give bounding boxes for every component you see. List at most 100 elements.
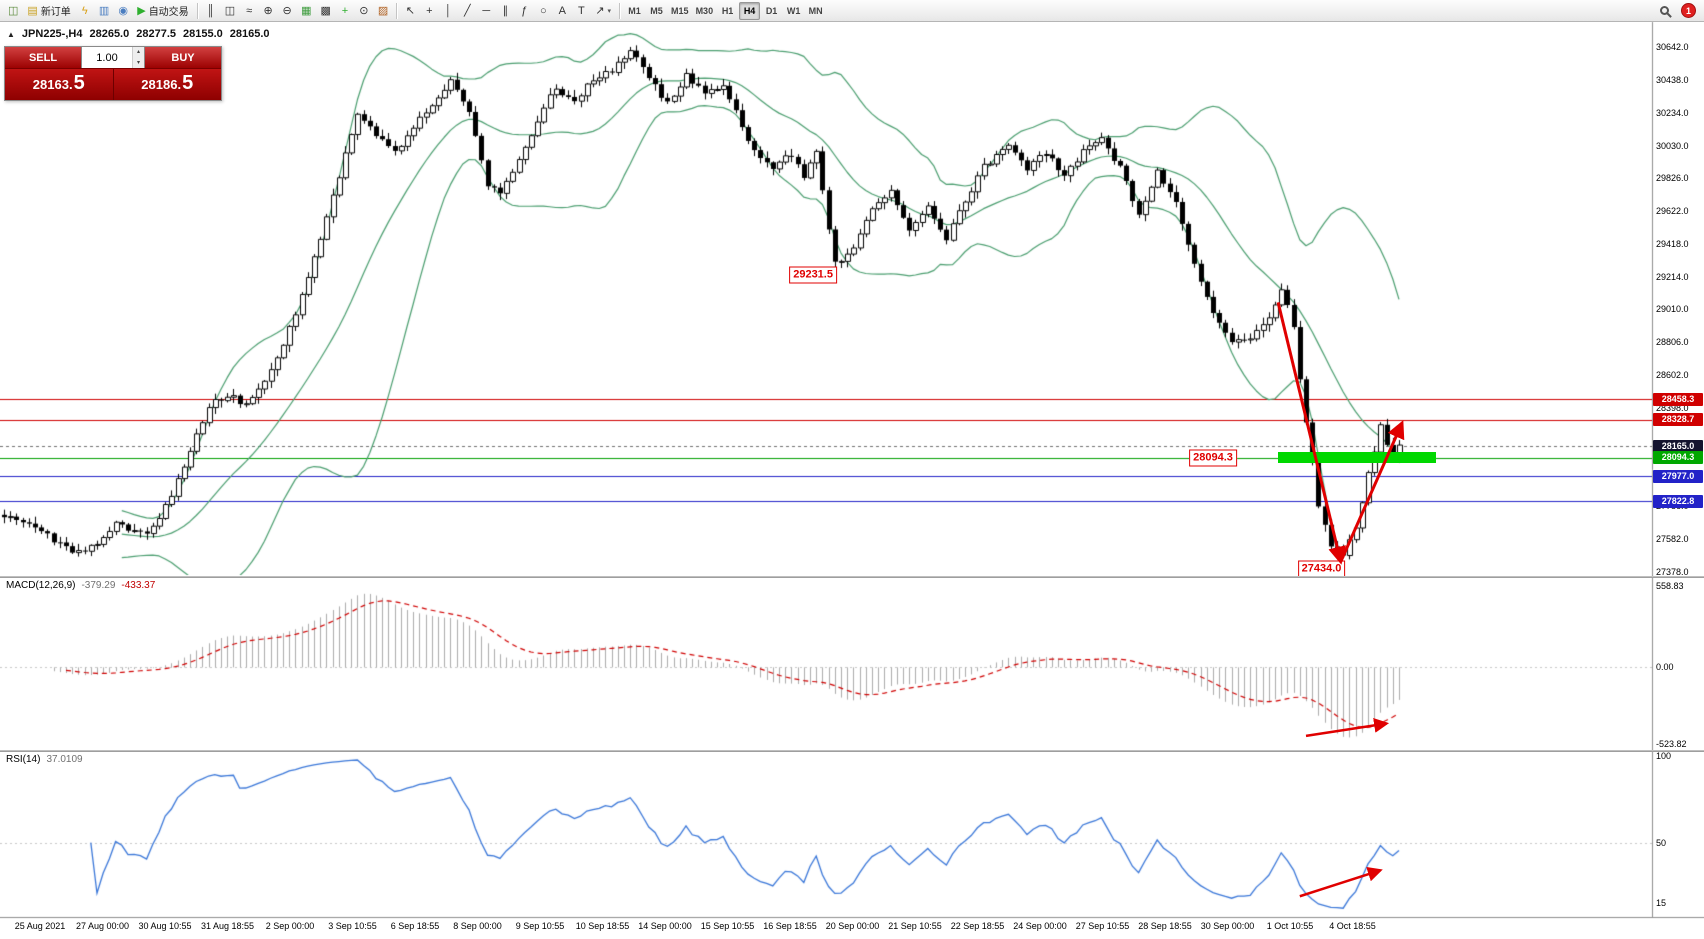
shapes-button[interactable]: ○ [534,2,552,20]
toolbar-buttons: ◫ ▤ 新订单 ϟ ▥ ◉ ▶ 自动交易 ║ ◫ ≈ ⊕ ⊖ ▦ ▩ + ⊙ ▨ ↖ + │ ╱ ─ ∥ ƒ ○ A T ↗ ▾ M1 M5 M… [4,1,826,20]
equidistant-channel-button[interactable]: ∥ [496,2,514,20]
arrows-tool-button[interactable]: ↗ ▾ [591,2,615,20]
volume-input[interactable] [82,47,132,68]
trade-panel-top-row: SELL ▴ ▾ BUY [5,47,221,69]
chart-bars-button[interactable]: ║ [202,2,220,20]
timeframe-mn-button[interactable]: MN [808,5,823,16]
new-order-label: 新订单 [40,7,71,18]
new-chart-icon: ◫ [8,4,19,17]
crosshair-icon: + [426,4,433,17]
new-chart-button[interactable]: ◫ [4,2,22,20]
sell-price[interactable]: 28163. 5 [5,69,113,100]
label-button[interactable]: T [572,2,590,20]
trendline-icon: ╱ [464,4,471,17]
new-order-icon: ▤ [27,4,38,17]
main-toolbar: ◫ ▤ 新订单 ϟ ▥ ◉ ▶ 自动交易 ║ ◫ ≈ ⊕ ⊖ ▦ ▩ + ⊙ ▨ ↖ + │ ╱ ─ ∥ ƒ ○ A T ↗ ▾ M1 M5 M… [0,0,1704,22]
panel-splitter-rsi[interactable] [0,750,1704,752]
one-click-trading-panel: SELL ▴ ▾ BUY 28163.5 28186.5 [4,46,222,101]
trendline-button[interactable]: ╱ [458,2,476,20]
templates-icon: ▨ [377,4,389,17]
toolbar-right: 1 [1655,2,1700,20]
support-zone-highlight[interactable] [1278,451,1437,464]
chart-tab-icon: ▲ [7,29,15,39]
indicators-button[interactable]: + [336,2,354,20]
zoom-in-icon: ⊕ [263,4,273,17]
timeframe-m15-button[interactable]: M15 [671,5,689,16]
sell-button[interactable]: SELL [5,47,81,68]
volume-down-icon[interactable]: ▾ [133,57,144,68]
label-icon: T [577,4,585,17]
templates-button[interactable]: ▨ [374,2,392,20]
toolbar-separator [396,2,398,19]
chart-candles-button[interactable]: ◫ [221,2,239,20]
data-window-icon: ▥ [98,4,110,17]
volume-up-icon[interactable]: ▴ [133,47,144,58]
autotrade-button[interactable]: ▶ 自动交易 [133,2,192,20]
volume-field: ▴ ▾ [81,47,145,68]
horizontal-line-icon: ─ [482,4,491,17]
bar-high: 28277.5 [136,28,176,40]
arrows-tool-icon: ↗ [595,4,605,17]
horizontal-line-button[interactable]: ─ [477,2,495,20]
timeframe-m30-button[interactable]: M30 [695,5,714,16]
panel-splitter-macd[interactable] [0,576,1704,578]
arrows-tool-dropdown-icon[interactable]: ▾ [607,7,612,15]
timeframe-m1-button[interactable]: M1 [628,5,641,16]
chart-candles-icon: ◫ [224,4,236,17]
zoom-out-icon: ⊖ [282,4,292,17]
data-window-button[interactable]: ▥ [95,2,113,20]
cursor-button[interactable]: ↖ [401,2,419,20]
fibonacci-icon: ƒ [521,4,528,17]
market-watch-icon: ϟ [81,4,88,17]
symbol-title: JPN225-,H4 [21,28,83,40]
magnifier-glyph [1659,6,1669,15]
timeframe-d1-button[interactable]: D1 [765,5,778,16]
navigator-icon: ◉ [118,4,129,17]
crosshair-button[interactable]: + [420,2,438,20]
trade-panel-price-row: 28163. 5 28186. 5 [5,69,221,100]
tile-windows-icon: ▦ [301,4,312,17]
zoom-in-button[interactable]: ⊕ [259,2,277,20]
vertical-line-button[interactable]: │ [439,2,457,20]
shapes-icon: ○ [539,4,547,17]
auto-arrange-icon: ▩ [320,4,331,17]
bar-open: 28265.0 [89,28,130,40]
periods-icon: ⊙ [359,4,369,17]
vertical-line-icon: │ [444,4,452,17]
chart-line-button[interactable]: ≈ [240,2,258,20]
cursor-icon: ↖ [405,4,415,17]
equidistant-channel-icon: ∥ [502,4,509,17]
periods-button[interactable]: ⊙ [355,2,373,20]
timeframe-m5-button[interactable]: M5 [650,5,663,16]
fibonacci-button[interactable]: ƒ [515,2,533,20]
autotrade-label: 自动交易 [148,7,189,18]
notification-badge[interactable]: 1 [1681,3,1696,18]
chart-line-icon: ≈ [246,4,253,17]
buy-button[interactable]: BUY [145,47,221,68]
auto-arrange-button[interactable]: ▩ [317,2,335,20]
navigator-button[interactable]: ◉ [114,2,132,20]
buy-price-big-digit: 5 [182,72,194,94]
timeframe-h4-button[interactable]: H4 [739,1,761,20]
text-icon: A [558,4,566,17]
bar-low: 28155.0 [183,28,223,40]
toolbar-separator [196,2,198,19]
buy-price[interactable]: 28186. 5 [113,69,221,100]
tile-windows-button[interactable]: ▦ [297,2,315,20]
new-order-button[interactable]: ▤ 新订单 [23,2,74,20]
autotrade-icon: ▶ [137,4,146,17]
symbol-info-bar: ▲ JPN225-,H4 28265.0 28277.5 28155.0 281… [7,28,270,40]
zoom-out-button[interactable]: ⊖ [278,2,296,20]
timeframe-h1-button[interactable]: H1 [721,5,734,16]
indicators-icon: + [341,4,349,17]
market-watch-button[interactable]: ϟ [76,2,94,20]
bar-close: 28165.0 [229,28,270,40]
sell-price-main: 28163. [32,77,73,92]
search-icon[interactable] [1655,2,1673,20]
timeframe-w1-button[interactable]: W1 [786,5,801,16]
text-button[interactable]: A [553,2,571,20]
chart-bars-icon: ║ [206,4,215,17]
sell-price-big-digit: 5 [73,72,85,94]
